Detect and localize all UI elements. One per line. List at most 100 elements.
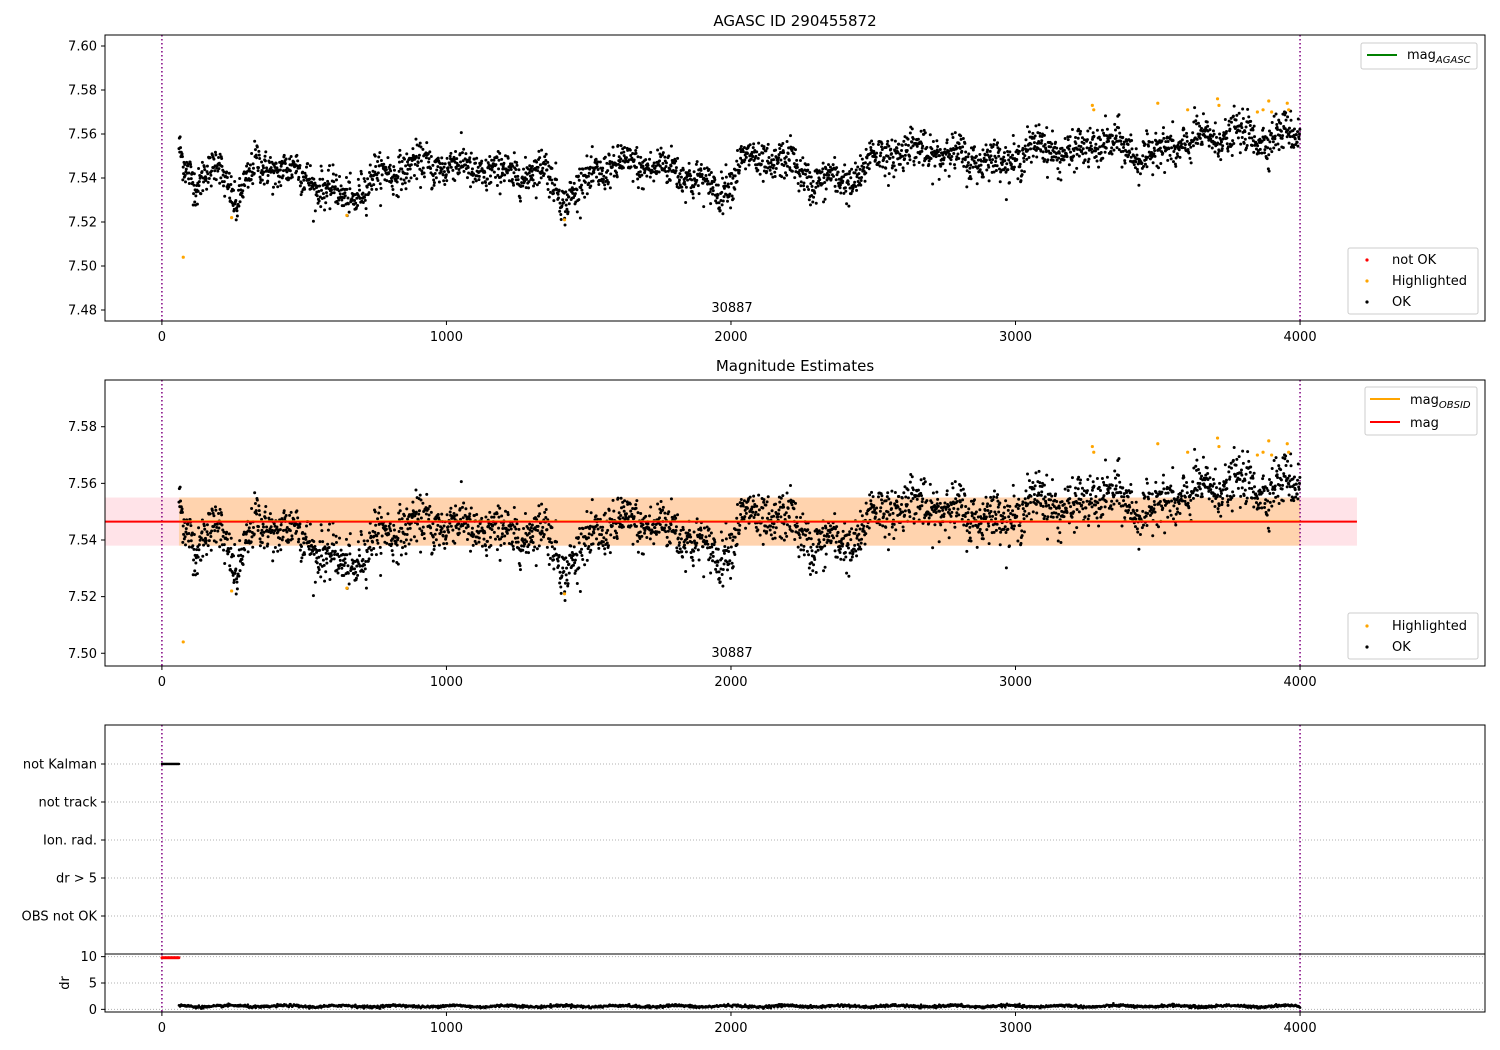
ok-point — [495, 548, 499, 552]
ok-point — [632, 158, 636, 162]
ok-point — [674, 169, 678, 173]
ok-point — [558, 570, 562, 574]
ok-point — [836, 530, 840, 534]
ok-point — [500, 173, 504, 177]
ok-point — [414, 154, 418, 158]
ok-point — [834, 540, 838, 544]
ok-point — [345, 187, 349, 191]
ok-point — [216, 529, 220, 533]
ok-point — [828, 524, 832, 528]
ok-point — [680, 185, 684, 189]
ok-point — [563, 581, 567, 585]
ok-point — [911, 137, 915, 141]
ok-point — [241, 563, 245, 567]
ok-point — [676, 536, 680, 540]
ok-point — [807, 566, 811, 570]
ok-point — [1127, 153, 1131, 157]
ok-point — [374, 523, 378, 527]
ok-point — [811, 542, 815, 546]
ok-point — [1087, 157, 1091, 161]
ok-point — [495, 155, 499, 159]
ok-point — [535, 547, 539, 551]
ok-point — [497, 526, 501, 530]
ok-point — [841, 529, 845, 533]
ok-point — [1007, 158, 1011, 162]
ok-point — [856, 524, 860, 528]
ok-point — [222, 543, 226, 547]
ok-point — [895, 500, 899, 504]
ok-point — [1236, 136, 1240, 140]
ok-point — [234, 592, 238, 596]
ok-point — [205, 523, 209, 527]
ok-point — [961, 145, 965, 149]
ok-point — [811, 200, 815, 204]
ok-point — [229, 536, 233, 540]
ok-point — [575, 188, 579, 192]
ok-point — [518, 568, 522, 572]
ok-point — [354, 570, 358, 574]
ok-point — [359, 530, 363, 534]
ok-point — [204, 176, 208, 180]
ok-point — [1006, 153, 1010, 157]
ok-point — [391, 559, 395, 563]
ok-point — [1012, 167, 1016, 171]
ok-point — [1117, 126, 1121, 130]
ok-point — [815, 545, 819, 549]
ok-point — [603, 155, 607, 159]
ok-point — [1115, 146, 1119, 150]
ok-point — [603, 183, 607, 187]
ok-point — [1110, 146, 1114, 150]
ok-point — [885, 517, 889, 521]
ok-point — [1148, 140, 1152, 144]
ok-point — [333, 553, 337, 557]
ok-point — [731, 176, 735, 180]
ok-point — [209, 548, 213, 552]
ok-point — [592, 170, 596, 174]
ok-point — [213, 169, 217, 173]
ok-point — [533, 545, 537, 549]
ok-point — [331, 163, 335, 167]
ok-point — [183, 535, 187, 539]
y-tick-label: 7.58 — [68, 84, 97, 99]
ok-point — [308, 522, 312, 526]
ok-point — [1006, 150, 1010, 154]
ok-point — [799, 180, 803, 184]
ok-point — [1298, 127, 1302, 131]
ok-point — [824, 187, 828, 191]
ok-point — [890, 489, 894, 493]
ok-point — [667, 510, 671, 514]
ok-point — [536, 165, 540, 169]
ok-point — [192, 533, 196, 537]
ok-point — [248, 169, 252, 173]
ok-point — [1284, 118, 1288, 122]
ok-point — [904, 495, 908, 499]
ok-point — [1266, 138, 1270, 142]
ok-point — [1230, 154, 1234, 158]
ok-point — [356, 540, 360, 544]
ok-point — [1166, 140, 1170, 144]
ok-point — [299, 559, 303, 563]
ok-point — [561, 198, 565, 202]
ok-point — [587, 171, 591, 175]
ok-point — [859, 547, 863, 551]
ok-point — [612, 509, 616, 513]
ok-point — [569, 544, 573, 548]
ok-point — [656, 148, 660, 152]
ok-point — [1076, 136, 1080, 140]
ok-point — [546, 553, 550, 557]
ok-point — [737, 532, 741, 536]
ok-point — [639, 155, 643, 159]
ok-point — [442, 542, 446, 546]
ok-point — [681, 168, 685, 172]
ok-point — [699, 528, 703, 532]
ok-point — [859, 541, 863, 545]
ok-point — [1200, 126, 1204, 130]
ok-point — [484, 180, 488, 184]
ok-point — [881, 165, 885, 169]
ok-point — [806, 168, 810, 172]
ok-point — [1250, 143, 1254, 147]
ok-point — [991, 158, 995, 162]
ok-point — [785, 534, 789, 538]
ok-point — [208, 156, 212, 160]
ok-point — [460, 505, 464, 509]
